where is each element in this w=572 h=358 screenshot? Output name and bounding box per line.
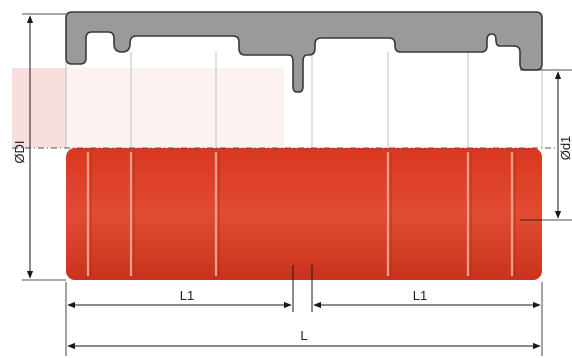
length-right-label: L1 bbox=[413, 288, 427, 303]
groove-lines bbox=[86, 152, 514, 276]
red-body bbox=[66, 148, 542, 280]
total-length-label: L bbox=[300, 328, 307, 343]
gray-cap-profile bbox=[65, 11, 543, 93]
length-left-dimension: L1 bbox=[67, 288, 292, 309]
length-right-dimension: L1 bbox=[313, 288, 541, 309]
inner-diameter-dimension: Ød1 bbox=[520, 69, 572, 221]
outer-diameter-dimension: ØDI bbox=[12, 13, 66, 281]
upper-dividers bbox=[65, 52, 543, 148]
total-length-dimension: L bbox=[67, 328, 541, 350]
inner-diameter-label: Ød1 bbox=[558, 136, 572, 161]
outer-diameter-label: ØDI bbox=[12, 140, 27, 163]
length-left-label: L1 bbox=[180, 288, 194, 303]
